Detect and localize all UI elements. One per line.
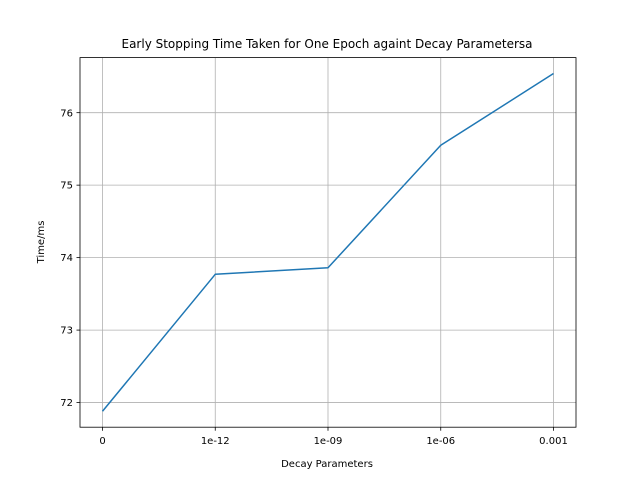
x-tick-label: 0: [99, 436, 105, 447]
chart-title: Early Stopping Time Taken for One Epoch …: [121, 37, 532, 51]
y-axis: 72 73 74 75 76: [60, 108, 80, 409]
x-tick-label: 1e-06: [426, 436, 455, 447]
y-tick-label: 73: [60, 326, 73, 337]
y-tick-label: 74: [60, 253, 73, 264]
x-axis-label: Decay Parameters: [281, 459, 373, 470]
y-tick-label: 76: [60, 108, 73, 119]
grid: [80, 57, 576, 428]
x-axis: 0 1e-12 1e-09 1e-06 0.001: [99, 427, 568, 447]
series-layer: [101, 72, 554, 412]
x-tick-label: 1e-12: [201, 436, 230, 447]
y-tick-label: 72: [60, 398, 73, 409]
series-line: [101, 72, 554, 412]
y-tick-label: 75: [60, 181, 73, 192]
y-axis-label: Time/ms: [36, 221, 47, 265]
x-tick-label: 1e-09: [314, 436, 343, 447]
x-tick-label: 0.001: [539, 436, 568, 447]
